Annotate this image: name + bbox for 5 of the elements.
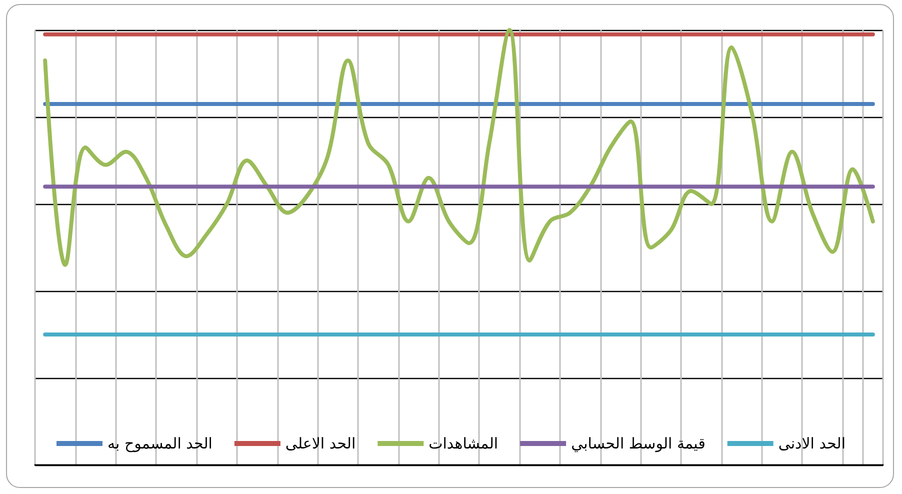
legend-label: المشاهدات [428, 434, 498, 452]
legend-label: الحد المسموح به [107, 434, 212, 452]
legend-label: الحد الاعلى [285, 434, 356, 452]
legend-label: الحد الادنى [778, 434, 846, 452]
legend-label: قيمة الوسط الحسابي [571, 434, 706, 452]
